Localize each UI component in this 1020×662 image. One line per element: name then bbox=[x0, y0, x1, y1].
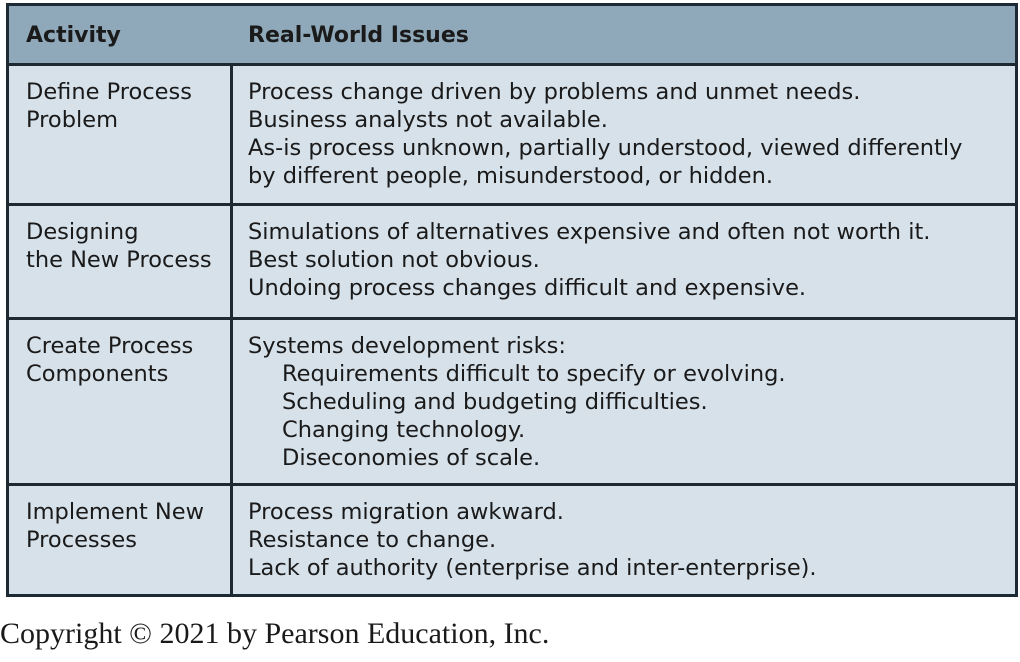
table-row: Create Process Components Systems develo… bbox=[9, 317, 1015, 483]
issue-line: Undoing process changes difficult and ex… bbox=[248, 275, 807, 301]
activity-line: Implement New bbox=[26, 499, 205, 525]
activity-cell: Implement New Processes bbox=[26, 498, 226, 554]
issue-line: Lack of authority (enterprise and inter-… bbox=[248, 555, 817, 581]
issue-line: by different people, misunderstood, or h… bbox=[248, 163, 773, 189]
activity-line: Create Process bbox=[26, 333, 194, 359]
issue-subline: Requirements difficult to specify or evo… bbox=[282, 361, 786, 387]
table-header-row: Activity Real-World Issues bbox=[9, 6, 1015, 63]
activity-cell: Define Process Problem bbox=[26, 78, 226, 134]
table-row: Designing the New Process Simulations of… bbox=[9, 203, 1015, 317]
issue-line: Best solution not obvious. bbox=[248, 247, 540, 273]
column-divider bbox=[230, 6, 233, 594]
issue-line: As-is process unknown, partially underst… bbox=[248, 135, 963, 161]
issue-line: Simulations of alternatives expensive an… bbox=[248, 219, 931, 245]
issue-line: Systems development risks: bbox=[248, 333, 566, 359]
header-real-world-issues: Real-World Issues bbox=[248, 23, 469, 48]
issues-table: Activity Real-World Issues Define Proces… bbox=[6, 3, 1018, 597]
issues-cell: Systems development risks: Requirements … bbox=[248, 332, 1013, 472]
activity-line: Processes bbox=[26, 527, 137, 553]
activity-line: Components bbox=[26, 361, 169, 387]
activity-line: the New Process bbox=[26, 247, 212, 273]
issues-cell: Simulations of alternatives expensive an… bbox=[248, 218, 1013, 302]
activity-cell: Designing the New Process bbox=[26, 218, 226, 274]
issue-line: Process change driven by problems and un… bbox=[248, 79, 861, 105]
activity-line: Define Process bbox=[26, 79, 192, 105]
issue-line: Business analysts not available. bbox=[248, 107, 608, 133]
issue-line: Resistance to change. bbox=[248, 527, 497, 553]
issue-subline: Scheduling and budgeting difficulties. bbox=[282, 389, 708, 415]
issues-cell: Process migration awkward. Resistance to… bbox=[248, 498, 1013, 582]
header-activity: Activity bbox=[26, 23, 121, 48]
issue-subline: Diseconomies of scale. bbox=[282, 445, 541, 471]
activity-cell: Create Process Components bbox=[26, 332, 226, 388]
activity-line: Problem bbox=[26, 107, 118, 133]
issue-line: Process migration awkward. bbox=[248, 499, 564, 525]
table-row: Implement New Processes Process migratio… bbox=[9, 483, 1015, 594]
table-row: Define Process Problem Process change dr… bbox=[9, 63, 1015, 203]
copyright-notice: Copyright © 2021 by Pearson Education, I… bbox=[0, 617, 550, 650]
issues-cell: Process change driven by problems and un… bbox=[248, 78, 1013, 190]
activity-line: Designing bbox=[26, 219, 139, 245]
issue-subline: Changing technology. bbox=[282, 417, 526, 443]
